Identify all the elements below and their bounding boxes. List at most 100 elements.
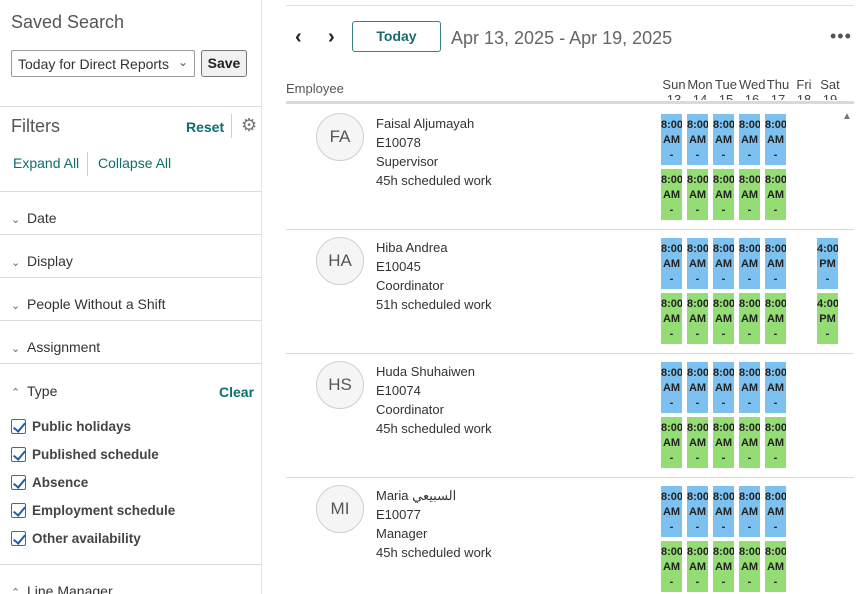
checkbox-checked[interactable]: [11, 419, 26, 434]
employment-shift[interactable]: 8:00 AM -: [713, 293, 734, 344]
section-label: Display: [27, 253, 73, 269]
employee-role: Supervisor: [376, 154, 439, 169]
published-shift[interactable]: 8:00 AM -: [765, 114, 786, 165]
published-shift[interactable]: 8:00 AM -: [739, 238, 760, 289]
employee-id: E10074: [376, 383, 421, 398]
shift-text: -: [695, 521, 700, 533]
published-shift[interactable]: 8:00 AM -: [739, 362, 760, 413]
reset-link[interactable]: Reset: [186, 119, 225, 135]
checkbox-employment-schedule[interactable]: Employment schedule: [11, 503, 175, 521]
published-shift[interactable]: 8:00 AM -: [713, 238, 734, 289]
published-shift[interactable]: 8:00 AM -: [687, 238, 708, 289]
shift-text: 8:00: [687, 298, 708, 310]
employee-row[interactable]: HA Hiba Andrea E10045 Coordinator 51h schedu…: [286, 230, 854, 354]
filter-section-people-without-shift[interactable]: ⌄ People Without a Shift: [11, 296, 166, 312]
clear-link[interactable]: Clear: [219, 384, 255, 400]
employment-shift[interactable]: 8:00 AM -: [739, 293, 760, 344]
employment-shift[interactable]: 8:00 AM -: [765, 417, 786, 468]
checkbox-checked[interactable]: [11, 447, 26, 462]
employment-shift[interactable]: 8:00 AM -: [661, 541, 682, 592]
collapse-all-link[interactable]: Collapse All: [98, 155, 172, 171]
checkbox-checked[interactable]: [11, 531, 26, 546]
employment-shift[interactable]: 8:00 AM -: [661, 293, 682, 344]
employment-shift[interactable]: 8:00 AM -: [661, 417, 682, 468]
published-shift[interactable]: 8:00 AM -: [661, 362, 682, 413]
shift-text: 8:00: [713, 174, 734, 186]
scroll-up-icon[interactable]: ▲: [842, 111, 852, 122]
employment-shift[interactable]: 8:00 AM -: [765, 169, 786, 220]
shift-text: 8:00: [765, 119, 786, 131]
section-label: Date: [27, 210, 57, 226]
checkbox-public-holidays[interactable]: Public holidays: [11, 419, 131, 437]
checkbox-absence[interactable]: Absence: [11, 475, 88, 493]
employee-row[interactable]: MI Maria السبيعي E10077 Manager 45h schedule…: [286, 478, 854, 594]
checkbox-checked[interactable]: [11, 503, 26, 518]
filter-section-line-manager[interactable]: ⌃ Line Manager: [11, 583, 113, 594]
shift-text: -: [669, 328, 674, 340]
filter-section-date[interactable]: ⌄ Date: [11, 210, 57, 226]
published-shift[interactable]: 8:00 AM -: [661, 486, 682, 537]
employment-shift[interactable]: 8:00 AM -: [713, 417, 734, 468]
published-shift[interactable]: 8:00 AM -: [739, 486, 760, 537]
today-button[interactable]: Today: [352, 21, 441, 52]
checkbox-other-availability[interactable]: Other availability: [11, 531, 141, 549]
published-shift[interactable]: 8:00 AM -: [661, 238, 682, 289]
published-shift[interactable]: 8:00 AM -: [713, 114, 734, 165]
published-shift[interactable]: 8:00 AM -: [661, 114, 682, 165]
employment-shift[interactable]: 8:00 AM -: [687, 417, 708, 468]
shift-text: 8:00: [713, 491, 734, 503]
chevron-left-icon[interactable]: ‹: [295, 26, 302, 48]
published-shift[interactable]: 8:00 AM -: [687, 362, 708, 413]
employment-shift[interactable]: 8:00 AM -: [739, 417, 760, 468]
employment-shift[interactable]: 8:00 AM -: [765, 541, 786, 592]
checkbox-checked[interactable]: [11, 475, 26, 490]
gear-icon[interactable]: ⚙: [241, 115, 258, 135]
published-shift[interactable]: 8:00 AM -: [765, 238, 786, 289]
shift-text: AM: [714, 258, 733, 270]
save-button[interactable]: Save: [201, 50, 247, 77]
filter-section-display[interactable]: ⌄ Display: [11, 253, 73, 269]
filter-section-assignment[interactable]: ⌄ Assignment: [11, 339, 100, 355]
shift-text: 8:00: [687, 491, 708, 503]
shift-text: AM: [688, 258, 707, 270]
avatar: HS: [316, 361, 364, 409]
divider: [0, 191, 261, 192]
published-shift[interactable]: 4:00 PM -: [817, 238, 838, 289]
published-shift[interactable]: 8:00 AM -: [713, 362, 734, 413]
employment-shift[interactable]: 8:00 AM -: [687, 293, 708, 344]
employment-shift[interactable]: 8:00 AM -: [713, 169, 734, 220]
published-shift[interactable]: 8:00 AM -: [739, 114, 760, 165]
chevron-right-icon[interactable]: ›: [328, 26, 335, 48]
shift-text: -: [773, 397, 778, 409]
published-shift[interactable]: 8:00 AM -: [687, 114, 708, 165]
shift-text: 8:00: [687, 367, 708, 379]
expand-all-link[interactable]: Expand All: [13, 155, 80, 171]
divider: [0, 277, 261, 278]
published-shift[interactable]: 8:00 AM -: [765, 486, 786, 537]
employment-shift[interactable]: 8:00 AM -: [687, 169, 708, 220]
shift-text: -: [747, 273, 752, 285]
employee-row[interactable]: FA Faisal Aljumayah E10078 Supervisor 45h sc…: [286, 106, 854, 230]
employment-shift[interactable]: 8:00 AM -: [765, 293, 786, 344]
filter-section-type[interactable]: ⌃ Type: [11, 383, 57, 399]
published-shift[interactable]: 8:00 AM -: [687, 486, 708, 537]
checkbox-label: Absence: [32, 475, 89, 490]
employment-shift[interactable]: 8:00 AM -: [661, 169, 682, 220]
shift-text: 8:00: [713, 367, 734, 379]
saved-search-select[interactable]: Today for Direct Reports ⌄: [11, 50, 195, 77]
shift-text: AM: [766, 437, 785, 449]
employment-shift[interactable]: 8:00 AM -: [713, 541, 734, 592]
employment-shift[interactable]: 8:00 AM -: [739, 169, 760, 220]
shift-text: 4:00: [817, 243, 838, 255]
published-shift[interactable]: 8:00 AM -: [713, 486, 734, 537]
section-label: Type: [27, 383, 58, 399]
employment-shift[interactable]: 8:00 AM -: [739, 541, 760, 592]
shift-text: -: [773, 576, 778, 588]
published-shift[interactable]: 8:00 AM -: [765, 362, 786, 413]
more-horizontal-icon[interactable]: •••: [830, 26, 852, 46]
employment-shift[interactable]: 8:00 AM -: [687, 541, 708, 592]
shift-text: -: [825, 273, 830, 285]
checkbox-published-schedule[interactable]: Published schedule: [11, 447, 159, 465]
employment-shift[interactable]: 4:00 PM -: [817, 293, 838, 344]
employee-row[interactable]: HS Huda Shuhaiwen E10074 Coordinator 45h sch…: [286, 354, 854, 478]
